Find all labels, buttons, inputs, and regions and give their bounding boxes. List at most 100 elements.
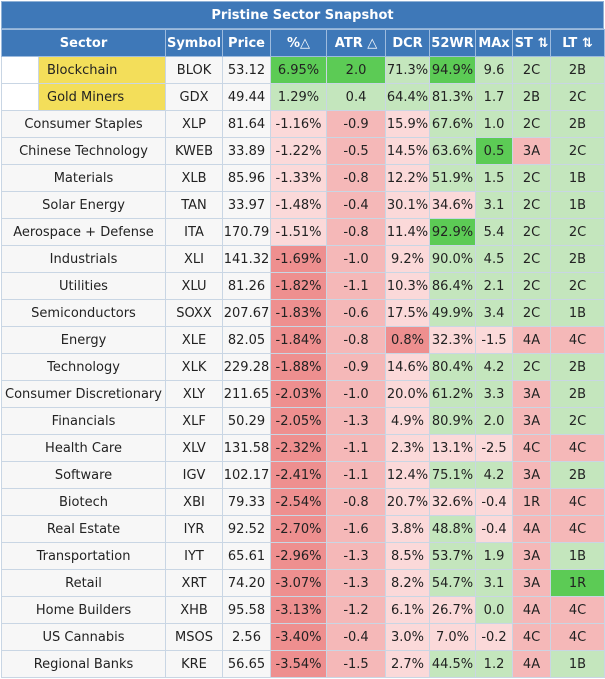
pct-change-cell: -1.33% <box>270 164 328 192</box>
pct-change-cell: -3.13% <box>270 596 328 624</box>
table-body: Blockchain BLOK 53.12 6.95% 2.0 71.3% 94.9% 9.6… <box>0 56 605 678</box>
lt-cell: 1B <box>550 650 605 678</box>
lt-cell: 2C <box>550 137 605 165</box>
lt-cell: 2B <box>550 353 605 381</box>
pct-change-cell: -2.03% <box>270 380 328 408</box>
pct-change-cell: -1.48% <box>270 191 328 219</box>
dcr-cell: 71.3% <box>385 56 431 84</box>
table-row: Home Builders XHB 95.58 -3.13% -1.2 6.1% 26.7%… <box>0 596 605 624</box>
52wr-cell: 61.2% <box>429 380 477 408</box>
symbol-cell: XRT <box>165 569 224 597</box>
symbol-cell: GDX <box>165 83 224 111</box>
lt-cell: 1R <box>550 569 605 597</box>
st-cell: 3A <box>512 542 552 570</box>
atr-change-cell: 2.0 <box>326 56 387 84</box>
lt-cell: 2B <box>550 56 605 84</box>
price-cell: 56.65 <box>222 650 272 678</box>
max-cell: 3.3 <box>475 380 514 408</box>
symbol-cell: XBI <box>165 488 224 516</box>
sector-name-cell: Transportation <box>0 542 167 570</box>
st-cell: 3A <box>512 407 552 435</box>
table-row: Biotech XBI 79.33 -2.54% -0.8 20.7% 32.6% -0.4 1… <box>0 488 605 516</box>
52wr-cell: 32.3% <box>429 326 477 354</box>
table-row: US Cannabis MSOS 2.56 -3.40% -0.4 3.0% 7.0% -0.… <box>0 623 605 651</box>
symbol-cell: SOXX <box>165 299 224 327</box>
symbol-cell: XLF <box>165 407 224 435</box>
dcr-cell: 3.0% <box>385 623 431 651</box>
price-cell: 170.79 <box>222 218 272 246</box>
st-cell: 4A <box>512 515 552 543</box>
price-cell: 65.61 <box>222 542 272 570</box>
52wr-cell: 92.9% <box>429 218 477 246</box>
52wr-cell: 13.1% <box>429 434 477 462</box>
dcr-cell: 11.4% <box>385 218 431 246</box>
table-row: Semiconductors SOXX 207.67 -1.83% -0.6 17.5% 4… <box>0 299 605 327</box>
dcr-cell: 8.2% <box>385 569 431 597</box>
price-cell: 211.65 <box>222 380 272 408</box>
52wr-cell: 51.9% <box>429 164 477 192</box>
52wr-cell: 34.6% <box>429 191 477 219</box>
table-title: Pristine Sector Snapshot <box>1 1 604 29</box>
price-cell: 85.96 <box>222 164 272 192</box>
lt-cell: 1B <box>550 542 605 570</box>
lt-cell: 2B <box>550 380 605 408</box>
table-row: Materials XLB 85.96 -1.33% -0.8 12.2% 51.9% 1.5… <box>0 164 605 192</box>
max-cell: 1.9 <box>475 542 514 570</box>
price-cell: 102.17 <box>222 461 272 489</box>
max-cell: 3.4 <box>475 299 514 327</box>
atr-change-cell: -1.3 <box>326 542 387 570</box>
price-cell: 50.29 <box>222 407 272 435</box>
pct-change-cell: -2.32% <box>270 434 328 462</box>
price-cell: 53.12 <box>222 56 272 84</box>
sector-name-cell: Solar Energy <box>0 191 167 219</box>
st-cell: 3A <box>512 461 552 489</box>
atr-change-cell: -1.0 <box>326 380 387 408</box>
pct-change-cell: -1.83% <box>270 299 328 327</box>
st-cell: 2C <box>512 299 552 327</box>
52wr-cell: 80.9% <box>429 407 477 435</box>
price-cell: 81.64 <box>222 110 272 138</box>
dcr-cell: 2.3% <box>385 434 431 462</box>
pct-change-cell: 1.29% <box>270 83 328 111</box>
st-cell: 2C <box>512 56 552 84</box>
lt-cell: 2B <box>550 110 605 138</box>
sector-name-cell: Utilities <box>0 272 167 300</box>
price-cell: 92.52 <box>222 515 272 543</box>
sector-name-cell: Software <box>0 461 167 489</box>
table-row: Aerospace + Defense ITA 170.79 -1.51% -0.8 11… <box>0 218 605 246</box>
table-row: Transportation IYT 65.61 -2.96% -1.3 8.5% 53.7… <box>0 542 605 570</box>
st-cell: 3A <box>512 137 552 165</box>
dcr-cell: 0.8% <box>385 326 431 354</box>
atr-change-cell: -1.3 <box>326 569 387 597</box>
symbol-cell: KRE <box>165 650 224 678</box>
header-st[interactable]: ST ⇅ <box>512 29 552 57</box>
atr-change-cell: -1.5 <box>326 650 387 678</box>
max-cell: 1.5 <box>475 164 514 192</box>
symbol-cell: XLK <box>165 353 224 381</box>
max-cell: 3.1 <box>475 569 514 597</box>
atr-change-cell: -0.4 <box>326 191 387 219</box>
table-row: Software IGV 102.17 -2.41% -1.1 12.4% 75.1% 4.2… <box>0 461 605 489</box>
dcr-cell: 14.6% <box>385 353 431 381</box>
st-cell: 2B <box>512 83 552 111</box>
pct-change-cell: -2.70% <box>270 515 328 543</box>
52wr-cell: 94.9% <box>429 56 477 84</box>
max-cell: 1.7 <box>475 83 514 111</box>
atr-change-cell: -1.0 <box>326 245 387 273</box>
sector-name-cell: Biotech <box>0 488 167 516</box>
pct-change-cell: -1.16% <box>270 110 328 138</box>
sector-name-cell: Chinese Technology <box>0 137 167 165</box>
header-pct-change: %△ <box>270 29 328 57</box>
price-cell: 79.33 <box>222 488 272 516</box>
st-cell: 4C <box>512 623 552 651</box>
st-cell: 2C <box>512 164 552 192</box>
table-row: Technology XLK 229.28 -1.88% -0.9 14.6% 80.4% 4… <box>0 353 605 381</box>
symbol-cell: XLV <box>165 434 224 462</box>
st-cell: 4C <box>512 434 552 462</box>
dcr-cell: 17.5% <box>385 299 431 327</box>
lt-cell: 4C <box>550 623 605 651</box>
st-cell: 3A <box>512 380 552 408</box>
max-cell: 4.2 <box>475 461 514 489</box>
sector-name-cell: Financials <box>0 407 167 435</box>
header-lt[interactable]: LT ⇅ <box>550 29 605 57</box>
